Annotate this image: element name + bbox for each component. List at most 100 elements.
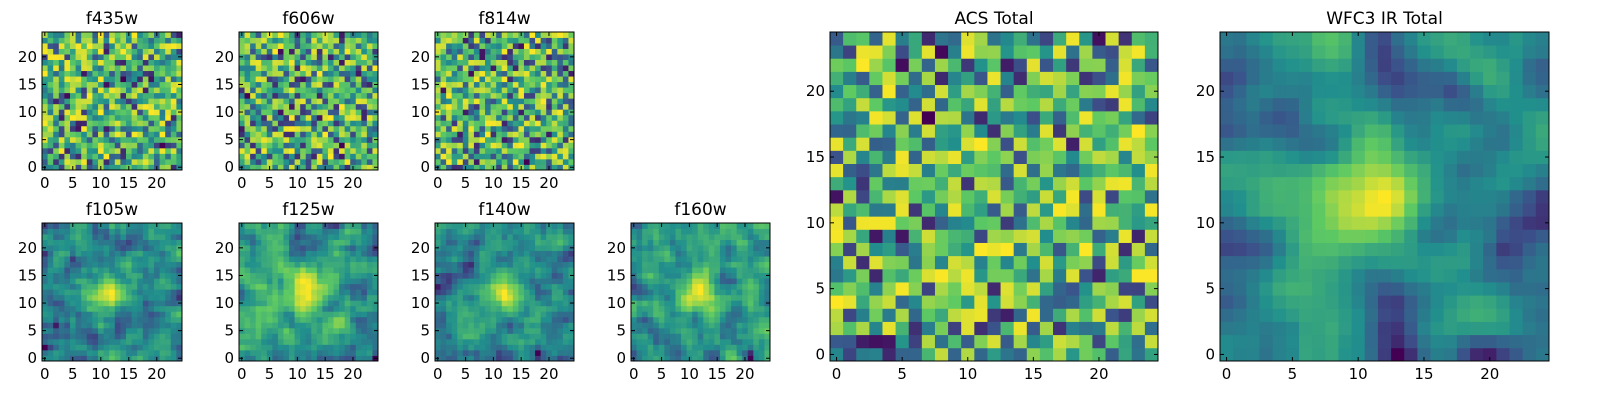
heatmap-cell (719, 289, 726, 296)
heatmap-cell (1144, 176, 1159, 191)
heatmap-cell (479, 103, 486, 110)
heatmap-cell (686, 294, 693, 301)
heatmap-cell (344, 164, 351, 171)
heatmap-cell (42, 289, 48, 296)
heatmap-cell (435, 338, 441, 345)
heatmap-cell (653, 289, 660, 296)
heatmap-cell (92, 344, 99, 351)
heatmap-cell (485, 300, 491, 307)
heatmap-cell (272, 261, 279, 268)
heatmap-cell (114, 272, 121, 279)
heatmap-cell (255, 81, 262, 88)
heatmap-cell (1105, 295, 1120, 309)
heatmap-cell (159, 322, 166, 329)
heatmap-cell (1013, 255, 1028, 270)
heatmap-cell (366, 239, 373, 246)
heatmap-cell (675, 300, 682, 307)
heatmap-cell (948, 189, 962, 204)
heatmap-cell (126, 103, 132, 110)
heatmap-cell (669, 245, 676, 251)
heatmap-cell (250, 250, 257, 257)
heatmap-cell (366, 278, 373, 285)
heatmap-cell (53, 294, 60, 301)
heatmap-cell (109, 283, 116, 290)
heatmap-cell (747, 344, 754, 351)
heatmap-cell (440, 43, 447, 49)
heatmap-cell (142, 125, 149, 132)
heatmap-cell (283, 125, 290, 132)
heatmap-cell (501, 48, 508, 55)
heatmap-cell (148, 245, 155, 251)
heatmap-cell (468, 239, 475, 246)
heatmap-cell (81, 120, 88, 127)
heatmap-cell (642, 223, 649, 229)
heatmap-cell (165, 245, 172, 251)
heatmap-cell (1118, 347, 1133, 362)
heatmap-cell (131, 120, 138, 127)
heatmap-cell (75, 136, 82, 143)
heatmap-cell (70, 283, 76, 290)
heatmap-cell (58, 234, 65, 240)
heatmap-cell (361, 355, 368, 362)
heatmap-cell (675, 256, 682, 263)
heatmap-cell (523, 59, 530, 66)
heatmap-cell (137, 245, 144, 251)
heatmap-cell (272, 98, 279, 105)
heatmap-cell (523, 338, 530, 345)
heatmap-cell (557, 136, 564, 143)
heatmap-cell (165, 147, 172, 154)
heatmap-cell (137, 300, 144, 307)
heatmap-cell (725, 305, 732, 312)
heatmap-cell (339, 76, 346, 83)
heatmap-cell (731, 305, 738, 312)
heatmap-cell (366, 267, 373, 274)
heatmap-cell (272, 300, 279, 307)
heatmap-cell (266, 43, 273, 49)
heatmap-cell (529, 125, 536, 132)
heatmap-cell (103, 234, 110, 240)
heatmap-cell (277, 333, 284, 340)
y-tick-label: 20 (411, 239, 430, 257)
heatmap-cell (642, 311, 649, 318)
heatmap-cell (70, 294, 76, 301)
heatmap-cell (98, 136, 104, 143)
y-tick-label: 10 (411, 294, 430, 312)
heatmap-cell (446, 278, 453, 285)
heatmap-cell (451, 272, 458, 279)
heatmap-cell (366, 147, 373, 154)
heatmap-cell (75, 164, 82, 171)
heatmap-cell (250, 245, 257, 251)
heatmap-cell (653, 344, 660, 351)
heatmap-cell (81, 223, 88, 229)
heatmap-cell (154, 272, 160, 279)
heatmap-cell (473, 109, 480, 116)
heatmap-cell (305, 43, 312, 49)
heatmap-cell (462, 103, 469, 110)
heatmap-cell (440, 305, 447, 312)
heatmap-cell (473, 261, 480, 268)
heatmap-cell (479, 109, 486, 116)
heatmap-cell (120, 250, 127, 257)
heatmap-cell (551, 333, 558, 340)
heatmap-cell (154, 76, 160, 83)
heatmap-cell (159, 65, 166, 72)
heatmap-cell (535, 136, 542, 143)
heatmap-cell (109, 147, 116, 154)
heatmap-cell (462, 250, 469, 257)
heatmap-cell (440, 338, 447, 345)
heatmap-cell (435, 48, 441, 55)
heatmap-cell (75, 125, 82, 132)
heatmap-cell (137, 272, 144, 279)
heatmap-cell (647, 305, 654, 312)
heatmap-cell (344, 355, 351, 362)
heatmap-cell (47, 147, 54, 154)
heatmap-cell (289, 87, 295, 94)
heatmap-cell (350, 158, 357, 165)
heatmap-cell (479, 305, 486, 312)
heatmap-cell (546, 37, 553, 44)
heatmap-cell (311, 120, 318, 127)
heatmap-cell (974, 295, 988, 309)
heatmap-cell (921, 189, 936, 204)
heatmap-cell (294, 344, 301, 351)
heatmap-cell (47, 289, 54, 296)
